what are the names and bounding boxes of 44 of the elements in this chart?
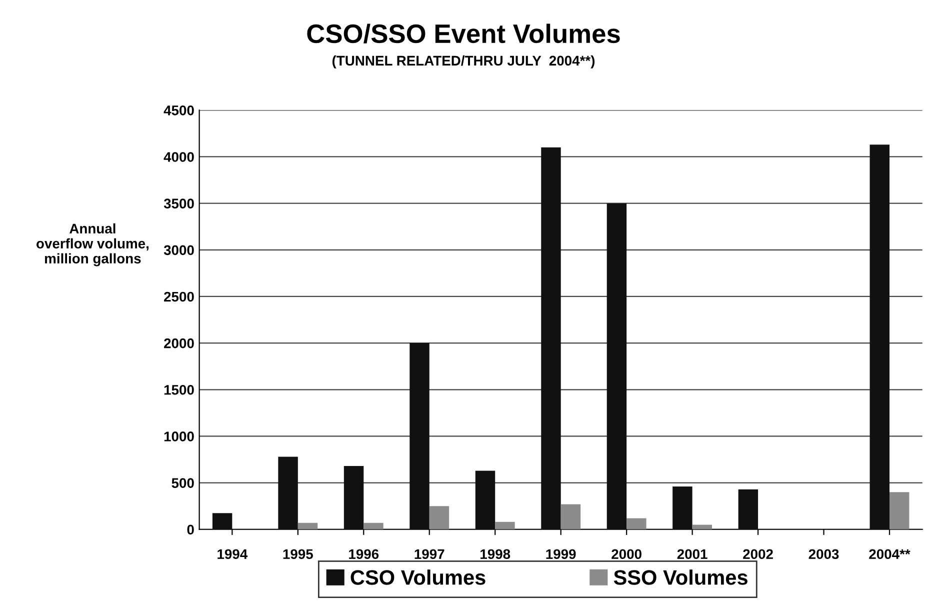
y-tick-label: 500 (172, 478, 194, 488)
bar (692, 524, 712, 530)
y-axis-title: Annual overflow volume, million gallons (36, 223, 148, 266)
bar (495, 522, 515, 530)
bar (870, 144, 890, 530)
x-tick-label: 2000 (612, 549, 642, 560)
legend-label: CSO Volumes (350, 570, 486, 585)
bar (364, 522, 384, 530)
bar (738, 489, 758, 530)
chart-title: CSO/SSO Event Volumes (307, 24, 620, 44)
x-tick-label: 2003 (808, 549, 839, 560)
y-tick-label: 2000 (164, 338, 194, 348)
bar (344, 466, 364, 530)
x-tick-label: 1995 (283, 549, 313, 560)
bar (410, 343, 430, 530)
x-tick-label: 1996 (349, 549, 379, 560)
bar (429, 506, 450, 530)
y-tick-label: 3000 (164, 245, 194, 256)
bar (606, 203, 627, 530)
bar (890, 492, 910, 530)
bar (278, 456, 298, 530)
bar (672, 486, 692, 530)
bar (212, 513, 232, 530)
y-tick-label: 4000 (164, 152, 194, 162)
bar (475, 470, 496, 530)
bar (541, 147, 561, 530)
legend-label: SSO Volumes (614, 570, 748, 585)
y-tick-label: 1000 (164, 432, 194, 442)
bar (298, 522, 318, 530)
y-tick-label: 3500 (164, 198, 194, 209)
x-tick-label: 1994 (218, 549, 248, 560)
y-tick-label: 2500 (164, 292, 194, 302)
y-tick-label: 0 (187, 524, 194, 535)
bar (626, 518, 646, 530)
x-tick-label: 1999 (546, 549, 576, 560)
chart-subtitle: (TUNNEL RELATED/THRU JULY 2004**) (332, 55, 595, 68)
y-tick-label: 4500 (164, 105, 194, 116)
x-tick-label: 2001 (677, 549, 708, 560)
y-tick-label: 1500 (164, 384, 194, 395)
bar (560, 504, 581, 530)
x-tick-label: 1997 (414, 549, 444, 560)
x-tick-label: 1998 (480, 549, 510, 560)
x-tick-label: 2002 (743, 549, 773, 560)
x-tick-label: 2004** (869, 549, 910, 560)
